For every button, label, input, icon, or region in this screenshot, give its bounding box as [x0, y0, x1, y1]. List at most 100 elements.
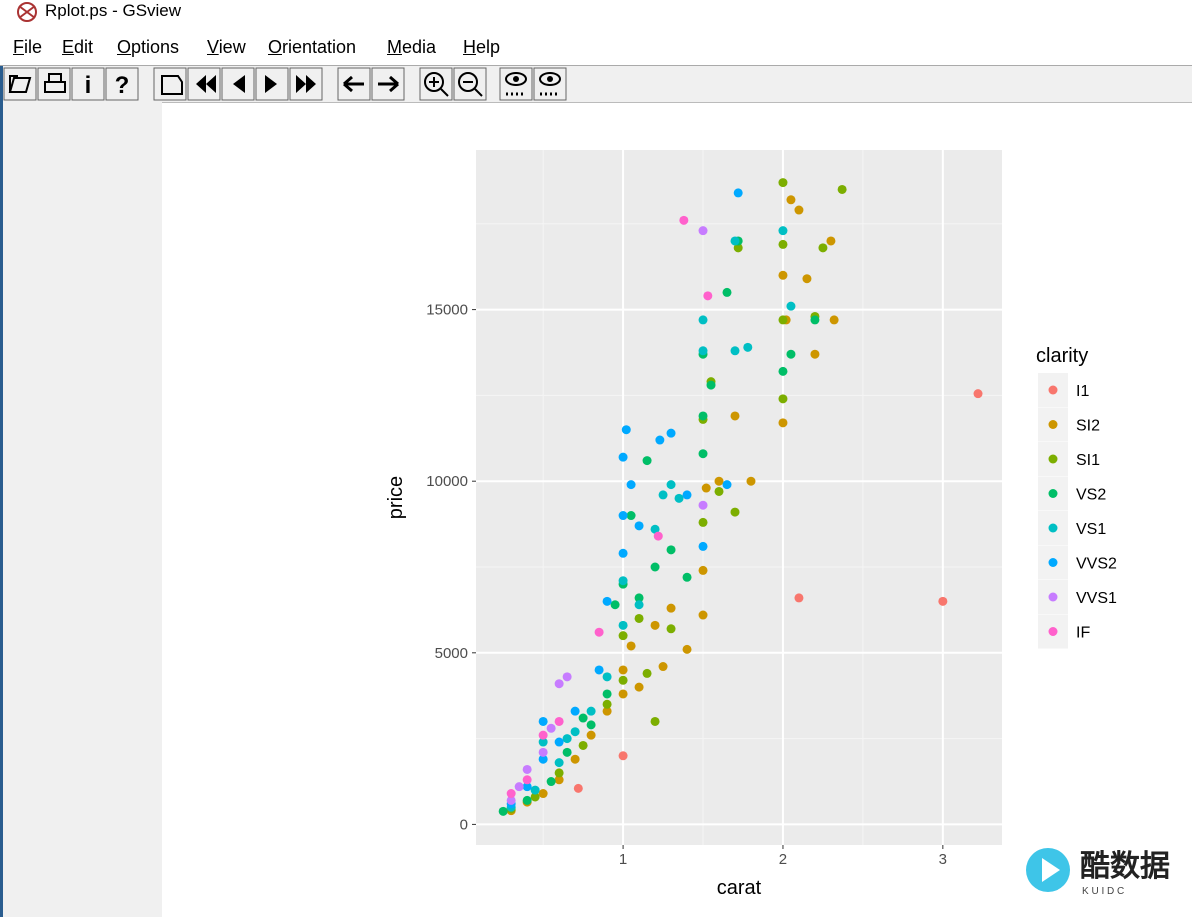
point	[530, 785, 540, 795]
legend-marker	[1048, 558, 1058, 567]
point	[586, 706, 596, 716]
legend-label: SI1	[1076, 452, 1100, 469]
point	[730, 411, 740, 421]
point	[602, 706, 612, 716]
point	[778, 239, 788, 249]
app-icon	[17, 2, 37, 22]
menu-item[interactable]: File	[13, 37, 43, 57]
point	[594, 627, 604, 637]
point	[650, 524, 660, 534]
info-button[interactable]: i	[85, 72, 92, 99]
point	[650, 562, 660, 572]
point	[730, 346, 740, 356]
point	[554, 716, 564, 726]
point	[698, 610, 708, 620]
legend-marker	[1048, 385, 1058, 395]
point	[698, 315, 708, 325]
point	[733, 188, 743, 198]
point	[570, 727, 580, 737]
menu-item[interactable]: Edit	[62, 37, 94, 57]
point	[546, 777, 556, 787]
point	[794, 205, 804, 215]
point	[618, 620, 628, 630]
point	[506, 795, 516, 805]
point	[538, 754, 548, 764]
menu-item[interactable]: View	[207, 37, 246, 57]
menu-bar: File Edit Options View Orientation Media Help	[0, 25, 1192, 66]
point	[634, 613, 644, 623]
menu-item[interactable]: Orientation	[268, 37, 357, 57]
point	[573, 783, 583, 793]
point	[562, 672, 572, 682]
point	[706, 380, 716, 390]
point	[786, 301, 796, 311]
point	[794, 593, 804, 603]
point	[703, 291, 713, 301]
window-title: Rplot.ps - GSview	[45, 1, 182, 20]
point	[554, 768, 564, 778]
legend-marker	[1048, 592, 1058, 602]
point	[698, 565, 708, 575]
legend-marker	[1048, 523, 1058, 533]
point	[538, 730, 548, 740]
point	[778, 366, 788, 376]
point	[837, 184, 847, 194]
y-tick-label: 15000	[426, 302, 468, 319]
point	[546, 723, 556, 733]
point	[634, 600, 644, 610]
point	[655, 435, 665, 445]
point	[722, 480, 732, 490]
legend-label: IF	[1076, 625, 1090, 642]
point	[810, 349, 820, 359]
menu-item[interactable]: Options	[117, 37, 180, 57]
point	[666, 624, 676, 634]
point	[498, 806, 508, 816]
point	[626, 511, 636, 521]
point	[586, 720, 596, 730]
point	[666, 480, 676, 490]
point	[810, 315, 820, 325]
x-tick-label: 3	[939, 851, 947, 868]
point	[618, 631, 628, 641]
point	[554, 679, 564, 689]
point	[682, 644, 692, 654]
point	[626, 641, 636, 651]
point	[618, 751, 628, 761]
point	[602, 596, 612, 606]
watermark-subtext: K U I D C	[1082, 886, 1124, 897]
point	[634, 521, 644, 531]
y-tick-label: 5000	[435, 645, 468, 662]
point	[634, 682, 644, 692]
point	[674, 493, 684, 503]
point	[562, 734, 572, 744]
point	[538, 747, 548, 757]
point	[642, 668, 652, 678]
menu-item[interactable]: Media	[387, 37, 437, 57]
point	[578, 740, 588, 750]
point	[610, 600, 620, 610]
point	[701, 483, 711, 493]
point	[778, 270, 788, 280]
point	[618, 511, 628, 521]
help-button[interactable]: ?	[115, 72, 130, 99]
point	[538, 737, 548, 747]
point	[698, 449, 708, 459]
menu-item[interactable]: Help	[463, 37, 501, 57]
sidebar	[0, 102, 162, 917]
point	[698, 411, 708, 421]
toolbar: i ?	[0, 66, 1192, 103]
legend-marker	[1048, 627, 1058, 636]
point	[786, 349, 796, 359]
x-axis-label: carat	[717, 877, 762, 899]
legend-label: VVS1	[1076, 590, 1117, 607]
point	[653, 531, 663, 541]
point	[650, 620, 660, 630]
point	[786, 195, 796, 205]
point	[522, 782, 532, 792]
point	[682, 572, 692, 582]
point	[778, 418, 788, 428]
point	[522, 795, 532, 805]
point	[570, 706, 580, 716]
legend-marker	[1048, 454, 1058, 464]
